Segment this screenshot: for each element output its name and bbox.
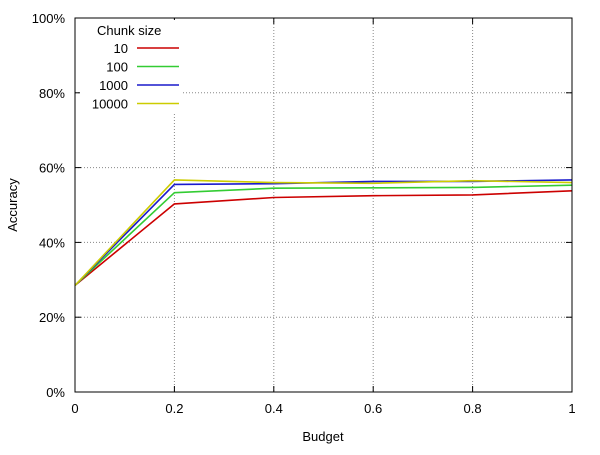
legend-label-10000: 10000 [92,97,128,112]
plot-frame [74,17,573,393]
tick-marks [74,17,573,393]
y-axis-label: Accuracy [5,178,20,232]
x-tick-label: 0.8 [464,401,482,416]
x-tick-label: 0.4 [265,401,283,416]
y-tick-label: 20% [39,310,65,325]
legend: Chunk size 10 100 1000 10000 [80,20,182,112]
series-line-10 [74,190,573,287]
legend-label-1000: 1000 [99,78,128,93]
legend-title: Chunk size [97,23,161,38]
series-lines [74,179,573,287]
series-line-10000 [74,179,573,286]
x-tick-label: 0 [71,401,78,416]
x-tick-label: 1 [568,401,575,416]
series-line-100 [74,184,573,286]
axis-labels: Budget Accuracy 0 0.2 0.4 0.6 0.8 1 0% 20% 40% 60… [5,11,576,444]
y-tick-label: 60% [39,161,65,176]
x-axis-label: Budget [302,429,344,444]
y-tick-label: 100% [32,11,66,26]
x-tick-label: 0.6 [364,401,382,416]
legend-label-100: 100 [106,60,128,75]
y-tick-label: 0% [46,385,65,400]
grid-lines [75,18,572,392]
x-tick-label: 0.2 [165,401,183,416]
legend-label-10: 10 [114,41,128,56]
y-tick-label: 40% [39,235,65,250]
y-tick-label: 80% [39,86,65,101]
